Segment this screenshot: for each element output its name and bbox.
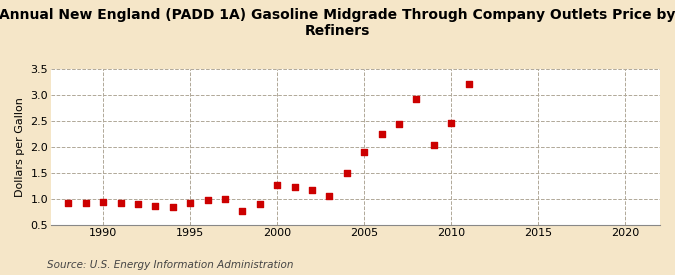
Point <box>342 171 352 175</box>
Point <box>133 202 144 207</box>
Point <box>185 200 196 205</box>
Point <box>115 200 126 205</box>
Point <box>306 188 317 192</box>
Point <box>150 204 161 208</box>
Point <box>463 82 474 86</box>
Point <box>272 183 283 187</box>
Point <box>167 205 178 210</box>
Point <box>219 197 230 201</box>
Point <box>237 209 248 213</box>
Point <box>63 200 74 205</box>
Text: Source: U.S. Energy Information Administration: Source: U.S. Energy Information Administ… <box>47 260 294 270</box>
Point <box>98 200 109 204</box>
Point <box>411 97 422 101</box>
Point <box>359 150 370 154</box>
Point <box>394 122 404 126</box>
Point <box>202 198 213 202</box>
Y-axis label: Dollars per Gallon: Dollars per Gallon <box>15 97 25 197</box>
Text: Annual New England (PADD 1A) Gasoline Midgrade Through Company Outlets Price by
: Annual New England (PADD 1A) Gasoline Mi… <box>0 8 675 38</box>
Point <box>446 121 456 126</box>
Point <box>324 194 335 199</box>
Point <box>254 202 265 206</box>
Point <box>290 185 300 189</box>
Point <box>80 201 91 205</box>
Point <box>376 132 387 136</box>
Point <box>429 142 439 147</box>
